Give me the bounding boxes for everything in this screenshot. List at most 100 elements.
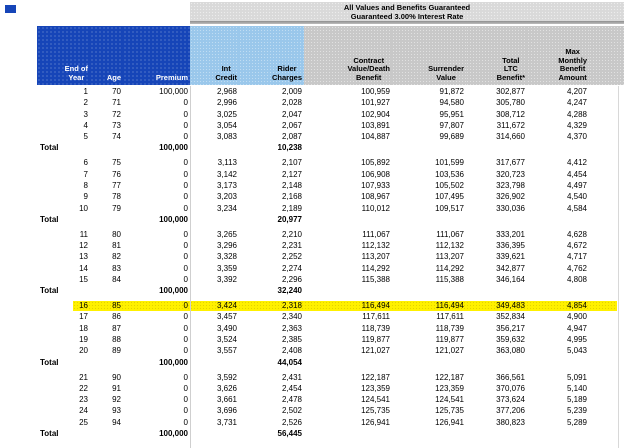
cell-year: 1	[83, 87, 88, 96]
cell-contract-value: 124,541	[361, 395, 390, 405]
cell-age: 70	[112, 87, 121, 96]
cell-rider-charges: 2,340	[281, 312, 302, 322]
cell-premium: 100,000	[159, 87, 188, 96]
cell-year: 16	[79, 301, 88, 311]
gridline-left	[190, 86, 191, 448]
cell-premium: 0	[183, 120, 188, 130]
col-header-lines-premium: Premium	[155, 72, 188, 82]
cell-age: 90	[112, 372, 121, 382]
cell-premium: 0	[183, 229, 188, 239]
cell-max-monthly: 5,289	[566, 417, 587, 427]
cell-int-credit: 3,203	[216, 192, 237, 202]
cell-year: 18	[79, 323, 88, 333]
cell-surrender: 116,494	[435, 301, 464, 311]
cell-contract-value: 125,735	[361, 406, 390, 416]
table-row: 8 77 0 3,173 2,148 107,933 105,502 323,798 4,497	[37, 180, 624, 191]
cell-int-credit: 3,731	[216, 417, 237, 427]
cell-surrender: 94,580	[439, 98, 464, 108]
table-row: 13 82 0 3,328 2,252 113,207 113,207 339,621 4,71…	[37, 251, 624, 262]
col-header-premium: Premium	[123, 26, 190, 85]
header-line: Int	[221, 64, 231, 74]
cell-max-monthly: 4,947	[566, 323, 587, 333]
col-header-lines-surrender: Surrender Value	[428, 64, 464, 82]
cell-year: 14	[79, 263, 88, 273]
cell-premium: 0	[183, 158, 188, 168]
corner-mark	[5, 5, 16, 13]
cell-year: 17	[79, 312, 88, 322]
cell-total-ltc: 342,877	[496, 263, 525, 273]
cell-rider-charges: 2,296	[281, 274, 302, 284]
cell-surrender: 109,517	[435, 203, 464, 213]
cell-int-credit: 3,359	[216, 263, 237, 273]
cell-surrender: 105,502	[435, 180, 464, 190]
table-row: 22 91 0 3,626 2,454 123,359 123,359 370,076 5,14…	[37, 383, 624, 394]
cell-surrender: 114,292	[435, 263, 464, 273]
total-row: Total 100,000 20,977	[37, 214, 624, 225]
cell-year: 23	[79, 395, 88, 405]
cell-max-monthly: 4,672	[566, 241, 587, 251]
cell-contract-value: 118,739	[361, 323, 390, 333]
header-line: Premium	[155, 72, 188, 82]
cell-max-monthly: 5,091	[566, 372, 587, 382]
cell-rider-charges: 2,087	[281, 132, 302, 142]
total-empty	[527, 214, 589, 225]
cell-premium: 0	[183, 192, 188, 202]
cell-premium: 0	[183, 109, 188, 119]
header-line: Benefit*	[496, 72, 525, 82]
cell-total-ltc: 377,206	[496, 406, 525, 416]
cell-max-monthly: 5,043	[566, 346, 587, 356]
guarantee-band-line1: All Values and Benefits Guaranteed	[343, 2, 471, 12]
cell-int-credit: 3,173	[216, 180, 237, 190]
cell-contract-value: 113,207	[361, 252, 390, 262]
cell-max-monthly: 4,207	[566, 87, 587, 96]
cell-total-ltc: 366,561	[496, 372, 525, 382]
cell-contract-value: 102,904	[361, 109, 390, 119]
cell-premium: 0	[183, 417, 188, 427]
total-row: Total 100,000 56,445	[37, 428, 624, 439]
table-row: 11 80 0 3,265 2,210 111,067 111,067 333,201 4,62…	[37, 229, 624, 240]
total-age-empty	[90, 285, 123, 296]
header-line: Amount	[558, 72, 587, 82]
total-label: Total	[40, 428, 59, 438]
cell-rider-charges: 2,168	[281, 192, 302, 202]
cell-contract-value: 126,941	[361, 417, 390, 427]
cell-year: 19	[79, 335, 88, 345]
table-row: 14 83 0 3,359 2,274 114,292 114,292 342,877 4,76…	[37, 263, 624, 274]
cell-age: 94	[112, 417, 121, 427]
table-row: 19 88 0 3,524 2,385 119,877 119,877 359,632 4,99…	[37, 334, 624, 345]
cell-max-monthly: 5,140	[566, 383, 587, 393]
cell-premium: 0	[183, 180, 188, 190]
table-row: 9 78 0 3,203 2,168 108,967 107,495 326,902 4,540	[37, 191, 624, 202]
cell-age: 92	[112, 395, 121, 405]
col-header-surrender: Surrender Value	[392, 26, 466, 85]
cell-int-credit: 3,557	[216, 346, 237, 356]
total-empty	[304, 285, 392, 296]
header-line: Benefit	[356, 72, 382, 82]
total-int-credit-empty	[190, 285, 239, 296]
cell-age: 83	[112, 263, 121, 273]
col-header-lines-age: Age	[107, 73, 121, 82]
total-age-empty	[90, 428, 123, 439]
cell-premium: 0	[183, 252, 188, 262]
header-line: Credit	[215, 72, 237, 82]
cell-max-monthly: 4,412	[566, 158, 587, 168]
cell-age: 85	[112, 301, 121, 311]
total-empty	[392, 285, 466, 296]
total-int-credit-empty	[190, 142, 239, 153]
cell-age: 73	[112, 120, 121, 130]
cell-total-ltc: 356,217	[496, 323, 525, 333]
total-empty	[392, 357, 466, 368]
guarantee-header-band: All Values and Benefits Guaranteed Guara…	[190, 2, 624, 21]
total-age-empty	[90, 214, 123, 225]
cell-premium: 0	[183, 383, 188, 393]
table-body: 1 70 100,000 2,968 2,009 100,959 91,872 302,877…	[37, 86, 624, 439]
cell-max-monthly: 4,995	[566, 335, 587, 345]
band-divider-rule	[190, 21, 624, 24]
cell-surrender: 115,388	[435, 274, 464, 284]
cell-max-monthly: 5,189	[566, 395, 587, 405]
cell-age: 87	[112, 323, 121, 333]
cell-int-credit: 3,054	[216, 120, 237, 130]
cell-int-credit: 3,626	[216, 383, 237, 393]
cell-int-credit: 3,296	[216, 241, 237, 251]
cell-surrender: 103,536	[435, 169, 464, 179]
